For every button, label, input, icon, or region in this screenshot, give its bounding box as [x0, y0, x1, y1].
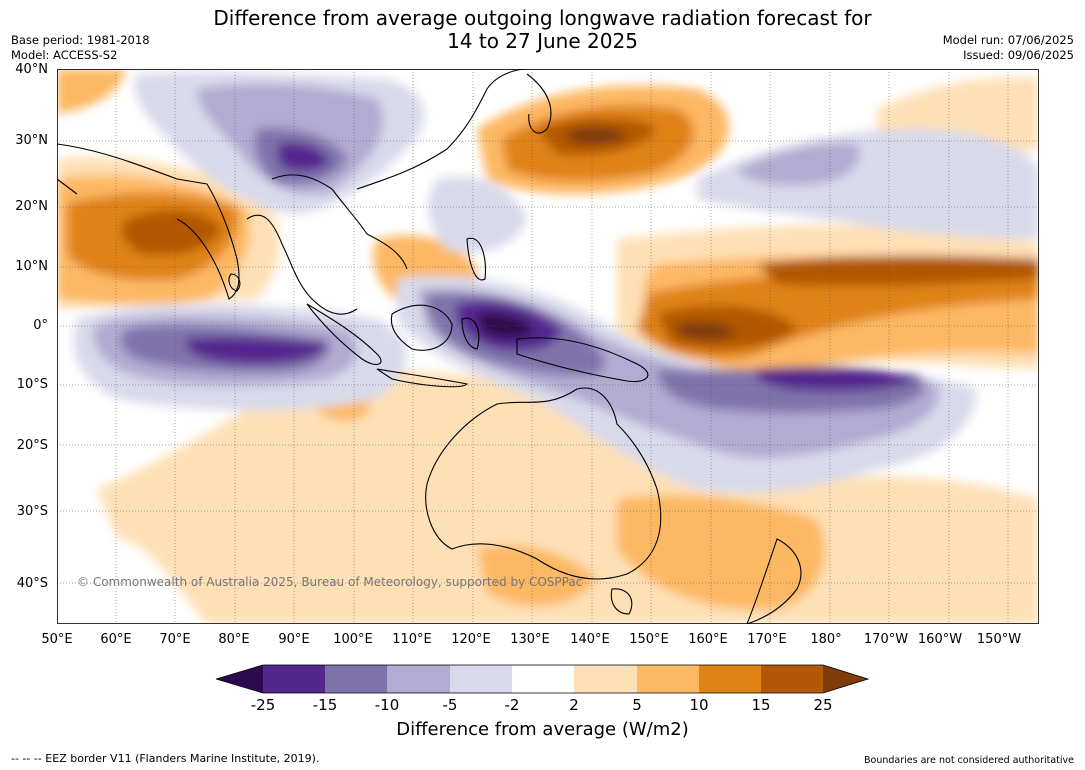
- lat-label: 20°S: [16, 438, 48, 453]
- lon-label: 90°E: [278, 632, 310, 647]
- anomaly-positive-moderate-se-australia: [617, 495, 825, 610]
- lat-label: 30°S: [16, 504, 48, 519]
- lat-label: 20°N: [15, 199, 48, 214]
- colorbar-bin: [325, 665, 387, 693]
- colorbar-bin: [450, 665, 512, 693]
- coastline-new-guinea: [516, 337, 649, 383]
- lon-label: 150°W: [976, 632, 1022, 647]
- anomaly-positive-moderate-tasman: [477, 545, 597, 606]
- lat-label: 30°N: [15, 133, 48, 148]
- coastlines: [57, 69, 802, 624]
- base-period-label: Base period: 1981-2018: [11, 33, 150, 47]
- colorbar-tick: -15: [312, 696, 338, 714]
- anomaly-negative-extreme-maritime: [477, 312, 535, 339]
- lon-label: 120°E: [451, 632, 491, 647]
- colorbar-tick: 15: [751, 696, 771, 714]
- lon-label: 60°E: [100, 632, 132, 647]
- lon-label: 160°E: [688, 632, 728, 647]
- boundaries-disclaimer: Boundaries are not considered authoritat…: [864, 755, 1074, 766]
- anomaly-negative-light-philippines: [428, 176, 527, 253]
- title-line-2: 14 to 27 June 2025: [447, 29, 638, 53]
- anomaly-positive-core-india: [122, 210, 222, 256]
- colorbar-tick: -25: [250, 696, 276, 714]
- eez-border-note: -- -- -- EEZ border V11 (Flanders Marine…: [11, 752, 320, 765]
- colorbar-label: Difference from average (W/m2): [396, 719, 689, 740]
- olr-anomaly-map: © Commonwealth of Australia 2025, Bureau…: [57, 69, 1039, 624]
- anomaly-positive-moderate-arabia: [57, 69, 127, 114]
- map-copyright: © Commonwealth of Australia 2025, Bureau…: [77, 575, 582, 589]
- colorbar-tick: 10: [689, 696, 709, 714]
- colorbar-bin: [574, 665, 637, 693]
- anomaly-field: [57, 69, 1039, 624]
- lat-label: 40°N: [15, 62, 48, 77]
- colorbar-bin: [263, 665, 325, 693]
- lon-label: 160°W: [917, 632, 963, 647]
- coastline-sulawesi: [461, 317, 480, 350]
- colorbar-bin: [761, 665, 823, 693]
- lon-label: 130°E: [510, 632, 550, 647]
- coastline-tasmania: [610, 588, 633, 615]
- anomaly-positive-core-pacific-north: [757, 255, 1039, 287]
- colorbar-extend-high: [823, 665, 868, 693]
- model-label: Model: ACCESS-S2: [11, 48, 118, 62]
- colorbar-tick: -2: [504, 696, 520, 714]
- lon-label: 140°E: [570, 632, 610, 647]
- lat-label: 0°: [33, 318, 48, 333]
- coastline-java: [376, 368, 469, 388]
- title-line-1: Difference from average outgoing longwav…: [213, 6, 872, 30]
- coastline-borneo: [390, 304, 453, 351]
- lon-label: 150°E: [629, 632, 669, 647]
- anomaly-positive-extreme-pacific: [677, 322, 737, 340]
- lon-label: 100°E: [333, 632, 373, 647]
- lon-label: 180°: [810, 632, 842, 647]
- lon-label: 110°E: [392, 632, 432, 647]
- anomaly-positive-extreme-china: [567, 127, 627, 145]
- lat-label: 10°S: [16, 377, 48, 392]
- issued-label: Issued: 09/06/2025: [963, 48, 1074, 62]
- lat-label: 40°S: [16, 576, 48, 591]
- map-frame: [57, 69, 1039, 624]
- colorbar-bin: [512, 665, 574, 693]
- colorbar-bin: [387, 665, 450, 693]
- colorbar-tick: 25: [813, 696, 833, 714]
- model-run-label: Model run: 07/06/2025: [942, 33, 1074, 47]
- coastline-new-zealand: [746, 538, 802, 624]
- coastline-china: [356, 69, 528, 190]
- colorbar-bin: [637, 665, 699, 693]
- coastline-se-asia: [246, 174, 408, 315]
- lon-label: 50°E: [41, 632, 73, 647]
- coastline-india: [57, 143, 240, 300]
- anomaly-negative-moderate-pacific-north: [737, 142, 860, 186]
- colorbar: [216, 664, 870, 694]
- colorbar-extend-low: [216, 665, 263, 693]
- coastline-sumatra: [306, 303, 382, 365]
- lon-label: 80°E: [218, 632, 250, 647]
- coastline-sri-lanka: [228, 273, 241, 292]
- colorbar-tick: -5: [442, 696, 458, 714]
- anomaly-negative-core-bengal: [277, 142, 329, 172]
- lon-label: 70°E: [159, 632, 191, 647]
- coastline-australia: [425, 387, 662, 580]
- colorbar-tick: 5: [632, 696, 642, 714]
- colorbar-tick: 2: [569, 696, 579, 714]
- lon-label: 170°W: [863, 632, 909, 647]
- colorbar-bin: [699, 665, 761, 693]
- lon-label: 170°E: [747, 632, 787, 647]
- graticule: [57, 69, 1039, 624]
- lat-label: 10°N: [15, 259, 48, 274]
- colorbar-tick: -10: [374, 696, 400, 714]
- coastline-philippines: [466, 237, 486, 281]
- coastline-japan: [526, 73, 552, 134]
- anomaly-negative-core-indian-ocean: [186, 336, 327, 365]
